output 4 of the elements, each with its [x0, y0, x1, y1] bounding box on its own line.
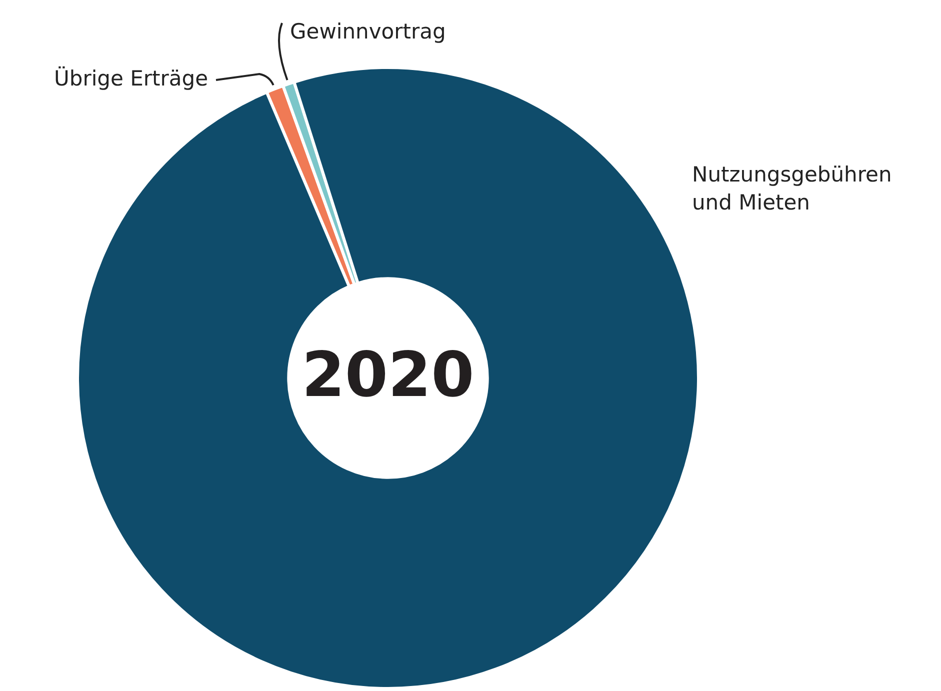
slice-label: Gewinnvortrag: [290, 19, 446, 44]
text: 2020: [302, 338, 474, 412]
slice-label: Übrige Erträge: [54, 65, 208, 90]
slice-label: Nutzungsgebühren und Mieten: [692, 162, 892, 214]
